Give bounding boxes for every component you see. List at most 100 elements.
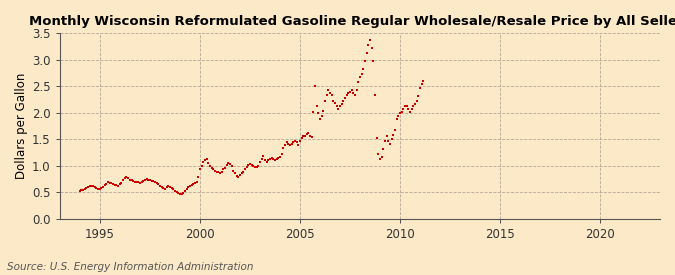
Point — [294, 139, 305, 143]
Point — [291, 140, 302, 145]
Point — [105, 180, 115, 185]
Point — [226, 164, 237, 169]
Point — [411, 99, 422, 103]
Point — [101, 182, 112, 186]
Point — [368, 59, 379, 63]
Point — [136, 180, 147, 184]
Point — [408, 104, 418, 109]
Point — [153, 182, 163, 186]
Point — [99, 183, 110, 188]
Point — [406, 107, 417, 111]
Point — [300, 133, 310, 138]
Point — [138, 179, 148, 183]
Text: Source: U.S. Energy Information Administration: Source: U.S. Energy Information Administ… — [7, 262, 253, 272]
Point — [410, 101, 421, 106]
Point — [188, 182, 198, 186]
Point — [131, 180, 142, 184]
Point — [273, 156, 284, 161]
Point — [254, 160, 265, 164]
Point — [366, 45, 377, 50]
Point — [392, 117, 402, 121]
Point — [98, 185, 109, 189]
Point — [113, 184, 124, 188]
Point — [163, 184, 173, 189]
Point — [338, 98, 349, 103]
Point — [169, 188, 180, 193]
Point — [84, 184, 95, 188]
Point — [379, 139, 390, 143]
Point — [141, 177, 152, 181]
Point — [266, 156, 277, 161]
Point — [413, 94, 424, 98]
Title: Monthly Wisconsin Reformulated Gasoline Regular Wholesale/Resale Price by All Se: Monthly Wisconsin Reformulated Gasoline … — [28, 15, 675, 28]
Point — [333, 106, 344, 111]
Point — [243, 163, 254, 167]
Point — [236, 171, 247, 175]
Point — [80, 187, 90, 191]
Point — [173, 191, 184, 195]
Point — [250, 165, 261, 169]
Point — [288, 140, 298, 145]
Point — [263, 158, 273, 163]
Point — [209, 168, 220, 173]
Point — [194, 167, 205, 172]
Point — [149, 180, 160, 184]
Point — [156, 185, 167, 190]
Point — [109, 183, 120, 187]
Point — [244, 162, 255, 166]
Point — [364, 37, 375, 42]
Point — [418, 79, 429, 83]
Point — [403, 107, 414, 111]
Point — [111, 183, 122, 188]
Point — [74, 189, 85, 193]
Point — [219, 166, 230, 170]
Point — [213, 170, 223, 174]
Point — [343, 90, 354, 95]
Point — [401, 104, 412, 108]
Point — [246, 163, 257, 167]
Point — [414, 86, 425, 90]
Point — [238, 169, 248, 174]
Point — [148, 179, 159, 183]
Point — [202, 160, 213, 165]
Y-axis label: Dollars per Gallon: Dollars per Gallon — [15, 73, 28, 179]
Point — [121, 175, 132, 180]
Point — [251, 165, 262, 170]
Point — [331, 104, 342, 108]
Point — [315, 117, 325, 121]
Point — [323, 88, 333, 92]
Point — [176, 192, 187, 197]
Point — [196, 164, 207, 168]
Point — [233, 175, 244, 179]
Point — [386, 137, 397, 141]
Point — [340, 96, 350, 100]
Point — [161, 185, 172, 190]
Point — [155, 184, 165, 189]
Point — [231, 174, 242, 178]
Point — [313, 111, 323, 115]
Point — [351, 88, 362, 92]
Point — [193, 175, 204, 180]
Point — [336, 101, 347, 106]
Point — [240, 167, 250, 172]
Point — [198, 160, 209, 164]
Point — [258, 154, 269, 158]
Point — [119, 176, 130, 181]
Point — [190, 181, 200, 185]
Point — [159, 186, 170, 191]
Point — [383, 139, 394, 143]
Point — [191, 180, 202, 184]
Point — [284, 142, 295, 147]
Point — [318, 109, 329, 113]
Point — [158, 186, 169, 190]
Point — [304, 133, 315, 138]
Point — [416, 81, 427, 86]
Point — [311, 104, 322, 109]
Point — [201, 157, 212, 162]
Point — [221, 163, 232, 167]
Point — [146, 178, 157, 183]
Point — [398, 107, 408, 111]
Point — [400, 104, 410, 109]
Point — [206, 166, 217, 170]
Point — [265, 157, 275, 162]
